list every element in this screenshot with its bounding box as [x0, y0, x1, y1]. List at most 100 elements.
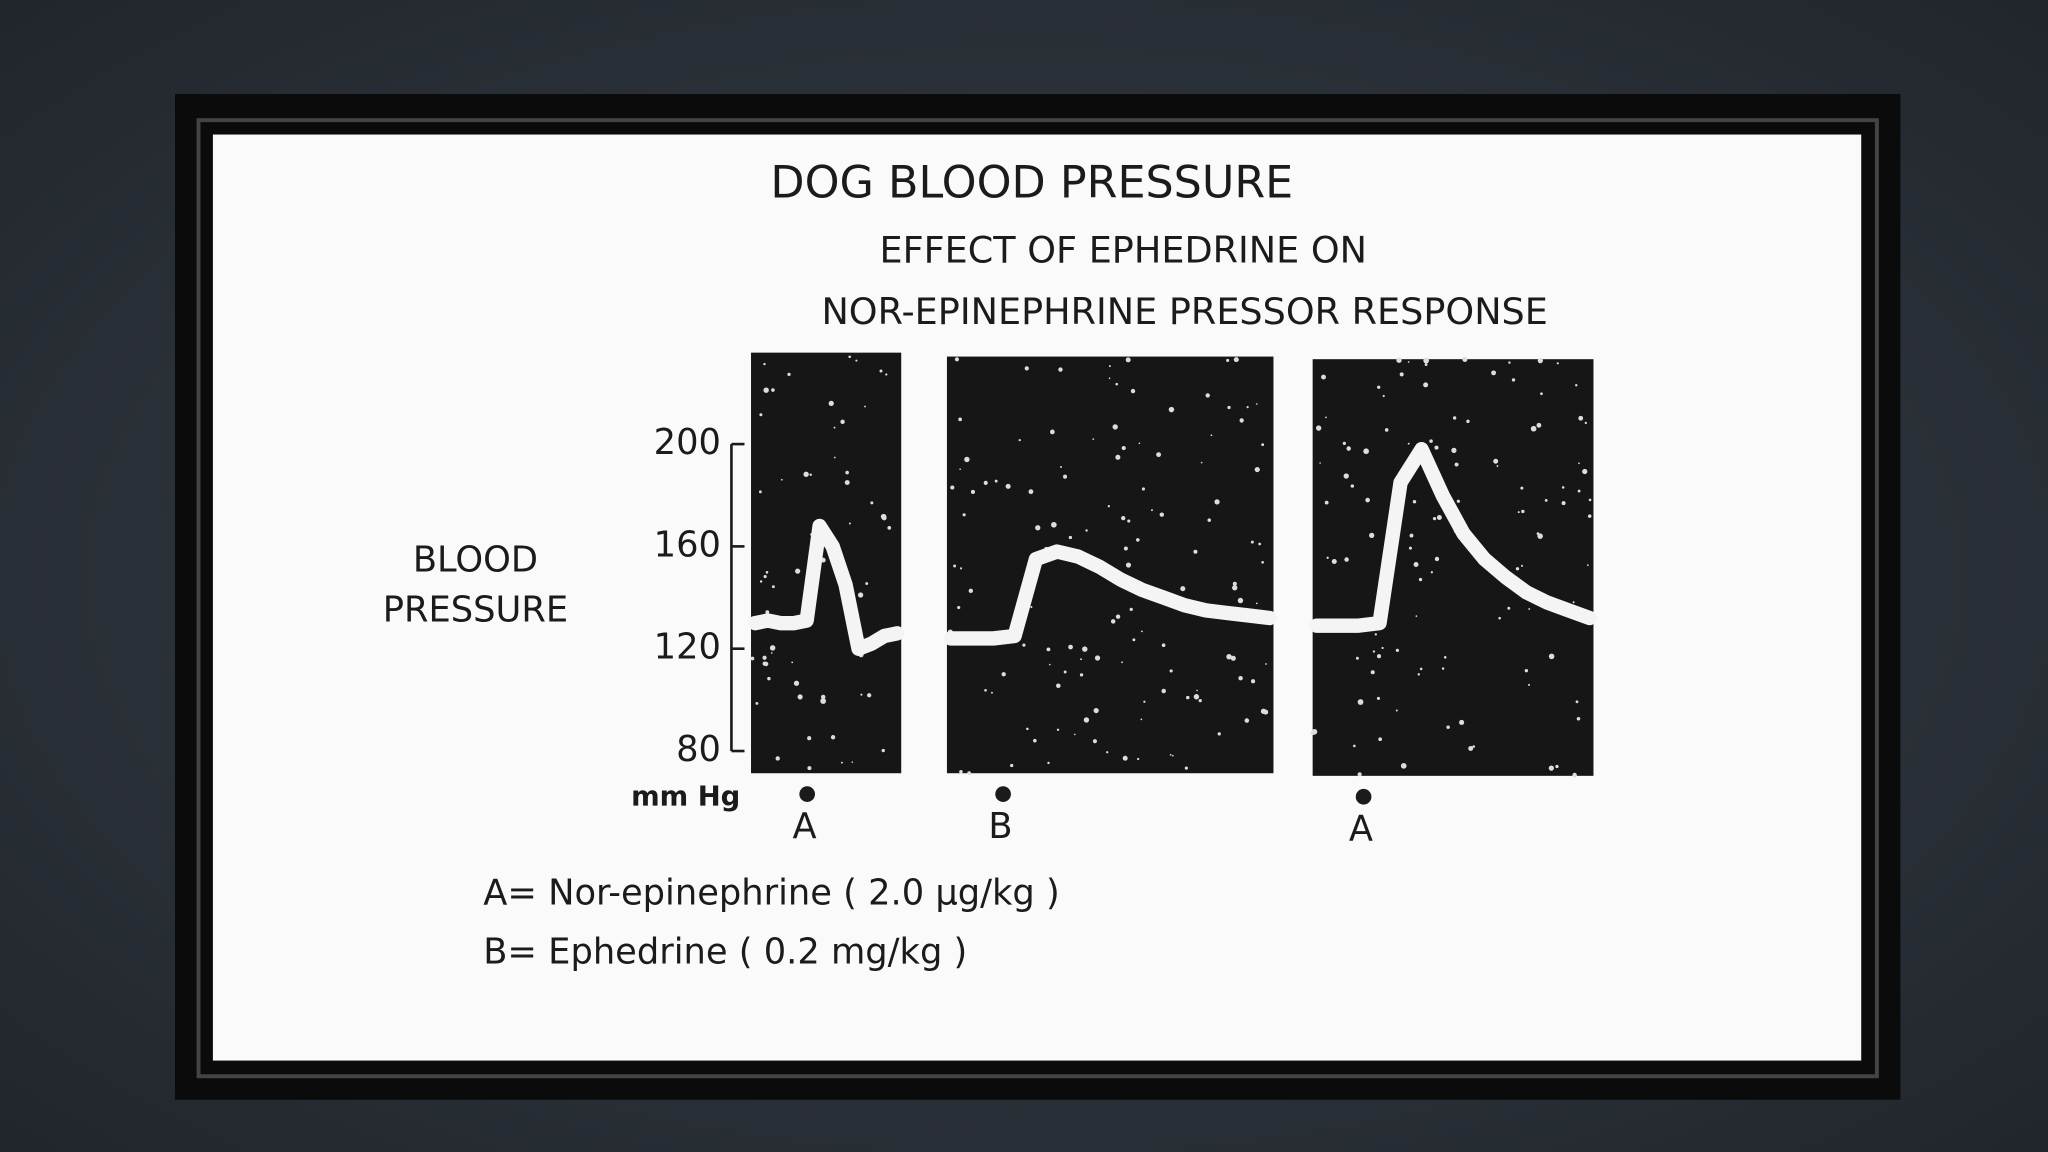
- film-speck: [1108, 365, 1111, 368]
- y-tick-label: 120: [654, 627, 721, 668]
- film-speck: [957, 605, 961, 610]
- film-speck: [1556, 362, 1559, 365]
- film-speck: [1540, 392, 1543, 396]
- film-speck: [1207, 518, 1212, 522]
- film-speck: [1395, 648, 1399, 652]
- film-speck: [1434, 445, 1439, 450]
- film-speck: [797, 694, 803, 700]
- film-speck: [959, 769, 963, 774]
- film-speck: [1498, 616, 1501, 620]
- film-speck: [1227, 405, 1231, 410]
- film-speck: [959, 468, 961, 470]
- film-speck: [1010, 763, 1014, 768]
- film-speck: [1068, 644, 1073, 650]
- film-speck: [750, 656, 755, 661]
- film-speck: [1576, 716, 1581, 721]
- film-speck: [968, 588, 974, 594]
- film-speck: [1456, 499, 1460, 503]
- film-speck: [1261, 560, 1264, 564]
- film-speck: [984, 688, 987, 692]
- film-speck: [1342, 441, 1346, 445]
- film-speck: [1548, 653, 1555, 660]
- film-speck: [1315, 425, 1322, 431]
- film-speck: [1180, 586, 1186, 592]
- film-speck: [1413, 562, 1419, 567]
- film-speck: [954, 357, 959, 362]
- film-speck: [833, 426, 836, 429]
- film-speck: [1588, 498, 1592, 502]
- film-speck: [1466, 419, 1470, 424]
- film-speck: [1141, 487, 1146, 491]
- pressure-trace: [747, 518, 905, 656]
- trace-panel: [1312, 359, 1594, 776]
- film-speck: [1073, 733, 1076, 736]
- film-speck: [1452, 416, 1457, 420]
- film-speck: [1022, 643, 1026, 647]
- film-speck: [1432, 517, 1437, 521]
- film-speck: [1561, 486, 1565, 489]
- film-speck: [1459, 719, 1465, 726]
- film-speck: [887, 526, 892, 530]
- film-speck: [1122, 755, 1128, 761]
- film-speck: [958, 417, 962, 422]
- film-speck: [1184, 766, 1188, 770]
- film-speck: [1056, 728, 1060, 731]
- film-speck: [1060, 466, 1062, 468]
- film-speck: [1586, 564, 1589, 567]
- film-speck: [1417, 673, 1421, 676]
- film-speck: [1254, 466, 1260, 473]
- film-speck: [1321, 374, 1326, 380]
- film-speck: [1446, 725, 1450, 729]
- film-speck: [1138, 442, 1141, 445]
- film-speck: [1424, 363, 1428, 367]
- film-speck: [1161, 688, 1166, 694]
- film-speck: [809, 473, 812, 476]
- injection-dot: [799, 786, 816, 802]
- film-speck: [763, 387, 769, 393]
- film-speck: [983, 480, 988, 485]
- film-speck: [1026, 727, 1029, 731]
- film-speck: [1169, 669, 1173, 673]
- film-speck: [1238, 675, 1243, 681]
- film-speck: [1491, 370, 1497, 376]
- film-speck: [1083, 717, 1090, 723]
- film-speck: [1376, 696, 1381, 701]
- film-speck: [1151, 509, 1153, 512]
- film-speck: [1365, 497, 1370, 503]
- film-speck: [970, 489, 975, 494]
- film-speck: [1310, 730, 1316, 736]
- film-speck: [1196, 689, 1198, 692]
- film-speck: [1121, 445, 1126, 451]
- injection-dot: [995, 786, 1011, 802]
- film-speck: [1528, 608, 1531, 610]
- film-speck: [1001, 672, 1006, 677]
- film-speck: [1246, 406, 1249, 409]
- film-speck: [1369, 532, 1375, 538]
- film-speck: [1123, 546, 1128, 551]
- film-speck: [1082, 646, 1088, 652]
- film-speck: [1548, 765, 1554, 771]
- film-speck: [1168, 406, 1175, 413]
- film-speck: [1423, 382, 1429, 388]
- film-speck: [1396, 357, 1402, 363]
- film-speck: [1517, 511, 1520, 514]
- film-speck: [1331, 559, 1337, 565]
- film-speck: [1382, 394, 1385, 398]
- film-speck: [848, 522, 851, 525]
- film-speck: [1028, 489, 1034, 495]
- film-speck: [1454, 462, 1459, 467]
- film-speck: [1443, 656, 1447, 659]
- chart-subtitle: EFFECT OF EPHEDRINE ON: [880, 229, 1367, 272]
- film-speck: [828, 400, 834, 407]
- film-speck: [1033, 738, 1037, 743]
- film-speck: [1125, 357, 1131, 363]
- film-speck: [1399, 372, 1404, 377]
- chart-title: DOG BLOOD PRESSURE: [770, 157, 1293, 208]
- film-speck: [1136, 538, 1140, 542]
- film-speck: [1582, 468, 1588, 475]
- y-axis-label: PRESSURE: [383, 589, 568, 630]
- injection-label: A: [1349, 809, 1373, 850]
- film-speck: [1395, 709, 1398, 712]
- film-speck: [867, 693, 872, 698]
